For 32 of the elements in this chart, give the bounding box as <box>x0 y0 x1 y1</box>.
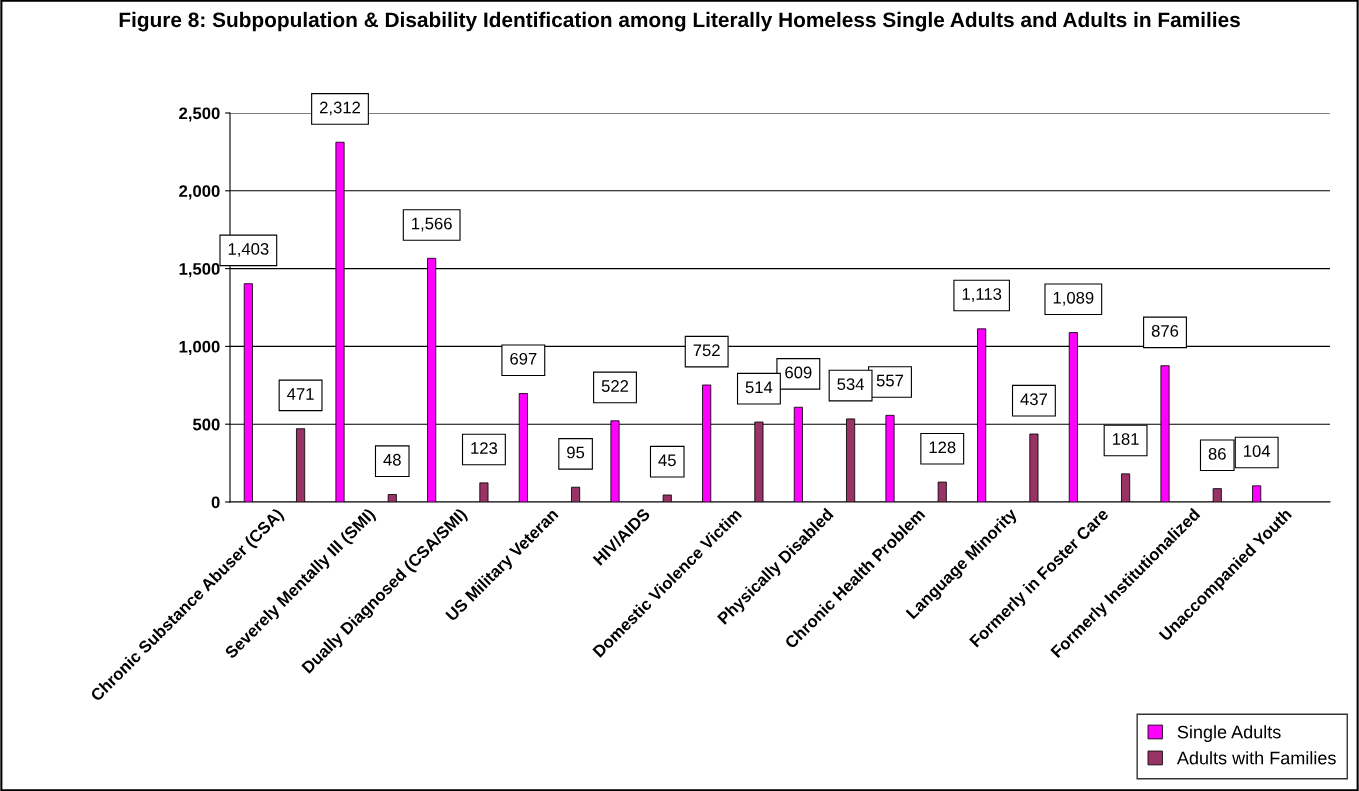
data-label: 104 <box>1244 445 1271 457</box>
data-label: 471 <box>287 388 314 400</box>
y-tick-label: 2,000 <box>179 185 220 200</box>
y-tick-label: 1,500 <box>179 263 220 278</box>
data-label: 534 <box>837 378 864 391</box>
data-label: 1,566 <box>412 217 452 232</box>
data-label: 557 <box>876 374 904 387</box>
data-label: 1,403 <box>228 243 269 257</box>
data-label: 128 <box>929 441 956 454</box>
data-label: 2,312 <box>319 101 361 116</box>
data-label: 123 <box>471 442 498 454</box>
y-tick-label: 1,000 <box>179 340 220 356</box>
data-label: 609 <box>785 366 812 379</box>
data-label: 522 <box>601 380 629 392</box>
data-label: 1,113 <box>962 288 1002 302</box>
data-label: 1,089 <box>1053 291 1094 306</box>
data-label: 95 <box>567 446 585 459</box>
data-label: 514 <box>745 381 773 394</box>
data-label: 45 <box>658 454 676 467</box>
data-label: 876 <box>1151 325 1179 337</box>
y-tick-label: 500 <box>192 418 220 431</box>
y-tick-label: 0 <box>211 496 220 509</box>
data-label: 48 <box>383 453 401 466</box>
data-label: 697 <box>510 352 537 365</box>
data-label: 181 <box>1112 433 1139 445</box>
data-label: 86 <box>1208 447 1226 460</box>
data-label: 752 <box>693 344 720 357</box>
y-tick-label: 2,500 <box>179 107 220 122</box>
chart-title: Figure 8: Subpopulation & Disability Identification among Literally Homeless Single Adults and Adults in Families <box>119 11 1240 32</box>
data-label: 437 <box>1020 393 1047 406</box>
legend-label: Adults with Families <box>1176 751 1336 765</box>
legend-label: Single Adults <box>1177 725 1281 743</box>
